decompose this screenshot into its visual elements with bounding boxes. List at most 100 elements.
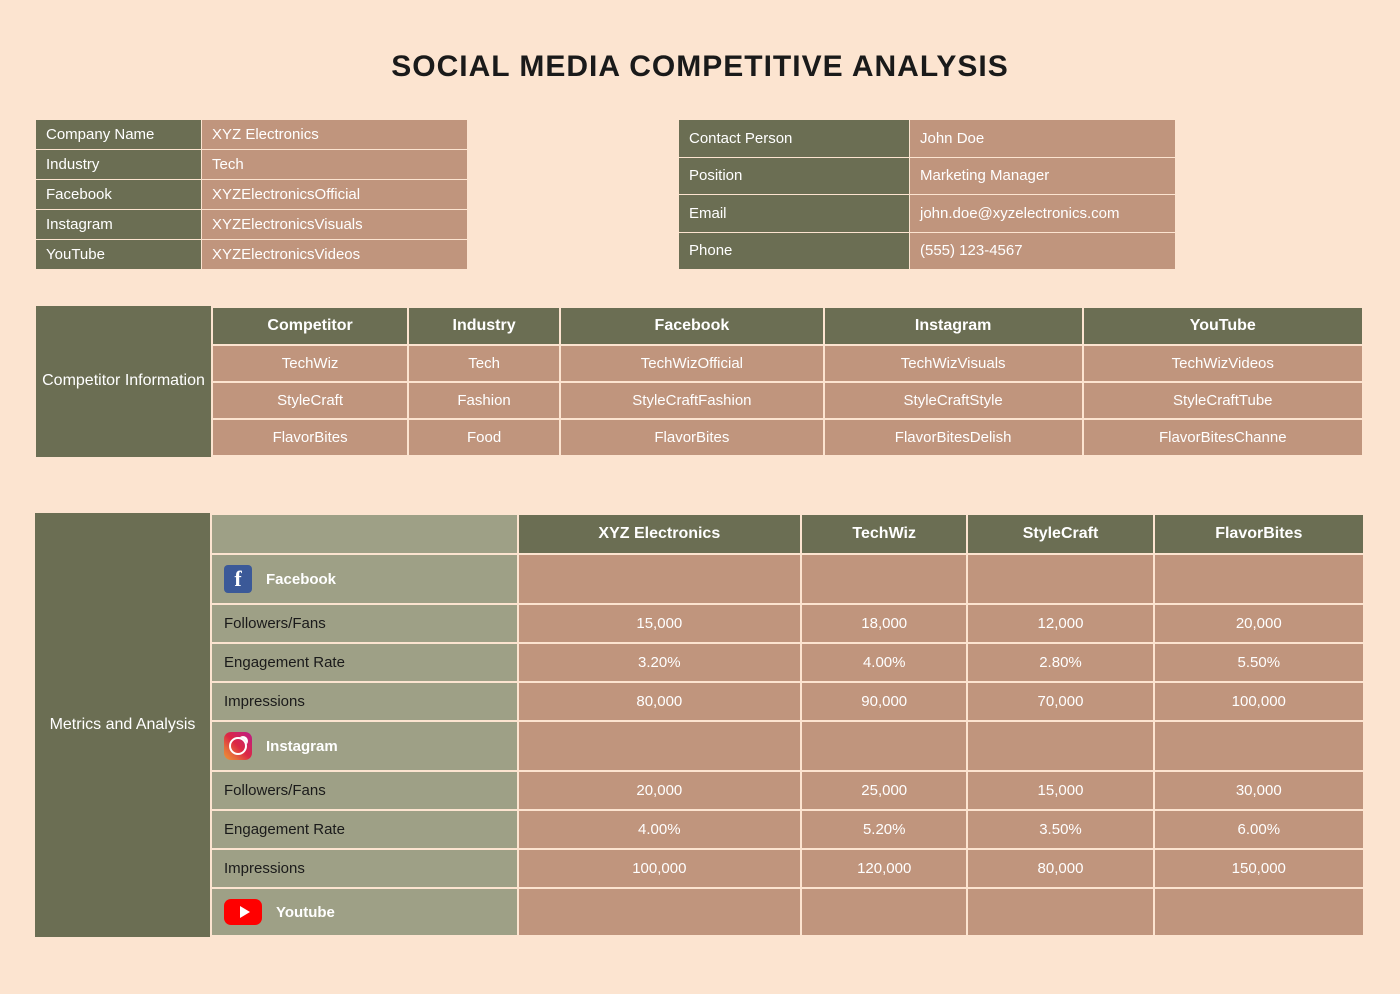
value-facebook: XYZElectronicsOfficial: [202, 180, 467, 209]
platform-row-facebook: f Facebook: [212, 555, 1363, 603]
cell: [802, 555, 966, 603]
info-row: Company NameXYZ Electronics IndustryTech…: [35, 119, 1365, 270]
cell: 5.50%: [1155, 644, 1363, 681]
cell: 150,000: [1155, 850, 1363, 887]
hdr-industry: Industry: [409, 308, 559, 344]
platform-row-instagram: Instagram: [212, 722, 1363, 770]
cell: 4.00%: [802, 644, 966, 681]
metric-label: Followers/Fans: [212, 605, 517, 642]
label-contact-person: Contact Person: [679, 120, 909, 157]
youtube-icon: [224, 899, 262, 925]
cell: 5.20%: [802, 811, 966, 848]
hdr-c4: FlavorBites: [1155, 515, 1363, 553]
cell: [1155, 722, 1363, 770]
table-row: Followers/Fans 20,000 25,000 15,000 30,0…: [212, 772, 1363, 809]
cell: 90,000: [802, 683, 966, 720]
value-industry: Tech: [202, 150, 467, 179]
cell: 80,000: [968, 850, 1152, 887]
platform-label: Instagram: [266, 738, 338, 755]
cell: 3.20%: [519, 644, 800, 681]
label-youtube: YouTube: [36, 240, 201, 269]
label-facebook: Facebook: [36, 180, 201, 209]
cell: 20,000: [519, 772, 800, 809]
cell: [1155, 889, 1363, 935]
cell: FlavorBitesChanne: [1084, 420, 1362, 455]
value-contact-person: John Doe: [910, 120, 1175, 157]
metrics-section: Metrics and Analysis XYZ Electronics Tec…: [35, 513, 1365, 937]
competitor-section-title: Competitor Information: [36, 306, 211, 457]
company-info-table: Company NameXYZ Electronics IndustryTech…: [35, 119, 468, 270]
cell: 100,000: [519, 850, 800, 887]
hdr-blank: [212, 515, 517, 553]
value-youtube: XYZElectronicsVideos: [202, 240, 467, 269]
instagram-icon: [224, 732, 252, 760]
page-title: SOCIAL MEDIA COMPETITIVE ANALYSIS: [35, 50, 1365, 84]
cell: 6.00%: [1155, 811, 1363, 848]
competitor-section: Competitor Information Competitor Indust…: [35, 305, 1365, 458]
cell: [1155, 555, 1363, 603]
cell: 120,000: [802, 850, 966, 887]
cell: FlavorBitesDelish: [825, 420, 1082, 455]
cell: [802, 722, 966, 770]
cell: 2.80%: [968, 644, 1152, 681]
hdr-c1: XYZ Electronics: [519, 515, 800, 553]
cell: [519, 889, 800, 935]
cell: [519, 555, 800, 603]
platform-label: Facebook: [266, 571, 336, 588]
metric-label: Impressions: [212, 683, 517, 720]
cell: Fashion: [409, 383, 559, 418]
table-row: Engagement Rate 4.00% 5.20% 3.50% 6.00%: [212, 811, 1363, 848]
table-row: Impressions 100,000 120,000 80,000 150,0…: [212, 850, 1363, 887]
facebook-icon: f: [224, 565, 252, 593]
label-phone: Phone: [679, 233, 909, 270]
cell: StyleCraft: [213, 383, 407, 418]
table-row: Engagement Rate 3.20% 4.00% 2.80% 5.50%: [212, 644, 1363, 681]
hdr-youtube: YouTube: [1084, 308, 1362, 344]
cell: 3.50%: [968, 811, 1152, 848]
cell: TechWizOfficial: [561, 346, 823, 381]
value-position: Marketing Manager: [910, 158, 1175, 195]
cell: StyleCraftStyle: [825, 383, 1082, 418]
competitor-table: Competitor Industry Facebook Instagram Y…: [211, 306, 1364, 457]
table-row: FlavorBites Food FlavorBites FlavorBites…: [213, 420, 1362, 455]
metric-label: Engagement Rate: [212, 644, 517, 681]
table-row: Impressions 80,000 90,000 70,000 100,000: [212, 683, 1363, 720]
cell: 20,000: [1155, 605, 1363, 642]
cell: [802, 889, 966, 935]
cell: 70,000: [968, 683, 1152, 720]
platform-row-youtube: Youtube: [212, 889, 1363, 935]
value-company-name: XYZ Electronics: [202, 120, 467, 149]
cell: [968, 889, 1152, 935]
hdr-competitor: Competitor: [213, 308, 407, 344]
cell: [519, 722, 800, 770]
cell: FlavorBites: [561, 420, 823, 455]
label-industry: Industry: [36, 150, 201, 179]
cell: [968, 722, 1152, 770]
cell: Tech: [409, 346, 559, 381]
cell: 15,000: [519, 605, 800, 642]
cell: [968, 555, 1152, 603]
cell: 12,000: [968, 605, 1152, 642]
cell: StyleCraftFashion: [561, 383, 823, 418]
hdr-c3: StyleCraft: [968, 515, 1152, 553]
value-email: john.doe@xyzelectronics.com: [910, 195, 1175, 232]
cell: 100,000: [1155, 683, 1363, 720]
cell: FlavorBites: [213, 420, 407, 455]
label-instagram: Instagram: [36, 210, 201, 239]
cell: 4.00%: [519, 811, 800, 848]
cell: 80,000: [519, 683, 800, 720]
hdr-facebook: Facebook: [561, 308, 823, 344]
label-email: Email: [679, 195, 909, 232]
hdr-instagram: Instagram: [825, 308, 1082, 344]
table-row: TechWiz Tech TechWizOfficial TechWizVisu…: [213, 346, 1362, 381]
cell: 15,000: [968, 772, 1152, 809]
cell: 30,000: [1155, 772, 1363, 809]
cell: TechWiz: [213, 346, 407, 381]
value-phone: (555) 123-4567: [910, 233, 1175, 270]
contact-info-table: Contact PersonJohn Doe PositionMarketing…: [678, 119, 1176, 270]
hdr-c2: TechWiz: [802, 515, 966, 553]
cell: StyleCraftTube: [1084, 383, 1362, 418]
value-instagram: XYZElectronicsVisuals: [202, 210, 467, 239]
metrics-section-title: Metrics and Analysis: [35, 513, 210, 937]
platform-label: Youtube: [276, 904, 335, 921]
